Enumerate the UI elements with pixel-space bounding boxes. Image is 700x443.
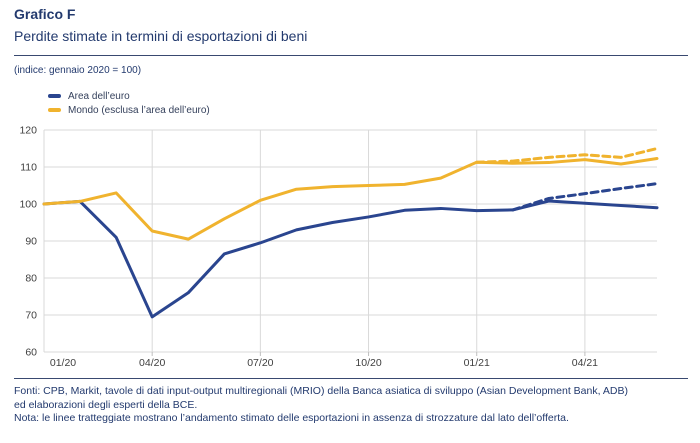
header-divider [14,55,688,56]
euro-area-swatch-icon [48,94,61,98]
y-axis-tick-label: 70 [25,310,37,322]
exports-line-chart: 60 70 80 90 100 110 120 01/20 04/20 07/20 10/20 01/… [19,125,659,369]
y-axis-tick-label: 80 [25,273,37,285]
footer-notes: Fonti: CPB, Markit, tavole di dati input… [14,385,690,426]
series-solid-world [42,156,659,241]
x-axis-tick-label: 01/21 [464,357,490,369]
x-axis-tick-label: 04/21 [572,357,598,369]
x-axis-tick-label: 07/20 [247,357,273,369]
legend-label: Mondo (esclusa l’area dell’euro) [68,104,210,116]
y-axis-tick-label: 90 [25,236,37,248]
series-dashed-world [475,147,659,164]
y-axis-tick-label: 120 [19,125,37,137]
chart-area: 60 70 80 90 100 110 120 01/20 04/20 07/20 10/20 01/… [0,120,700,372]
y-axis-tick-label: 110 [20,162,37,174]
legend-item-euro-area: Area dell’euro [48,89,210,103]
source-note-line2: ed elaborazioni degli esperti della BCE. [14,398,198,411]
methodology-note: Nota: le linee tratteggiate mostrano l’a… [14,412,569,424]
x-axis-tick-label: 10/20 [355,357,381,369]
y-axis-tick-label: 100 [19,199,37,211]
index-note: (indice: gennaio 2020 = 100) [14,65,142,76]
legend-label: Area dell’euro [68,90,130,102]
series-solid-euro-area [42,199,659,319]
series-dashed-euro-area [511,182,659,212]
chart-label: Grafico F [14,6,76,22]
page-title: Perdite stimate in termini di esportazio… [14,28,308,44]
world-swatch-icon [48,108,61,112]
x-axis-tick-label: 04/20 [139,357,165,369]
footer-divider [14,378,688,379]
legend-item-world: Mondo (esclusa l’area dell’euro) [48,103,210,117]
source-note-line1: Fonti: CPB, Markit, tavole di dati input… [14,385,628,397]
legend: Area dell’euro Mondo (esclusa l’area del… [48,89,210,117]
x-axis-tick-label: 01/20 [50,357,76,369]
y-axis-tick-label: 60 [25,347,37,359]
